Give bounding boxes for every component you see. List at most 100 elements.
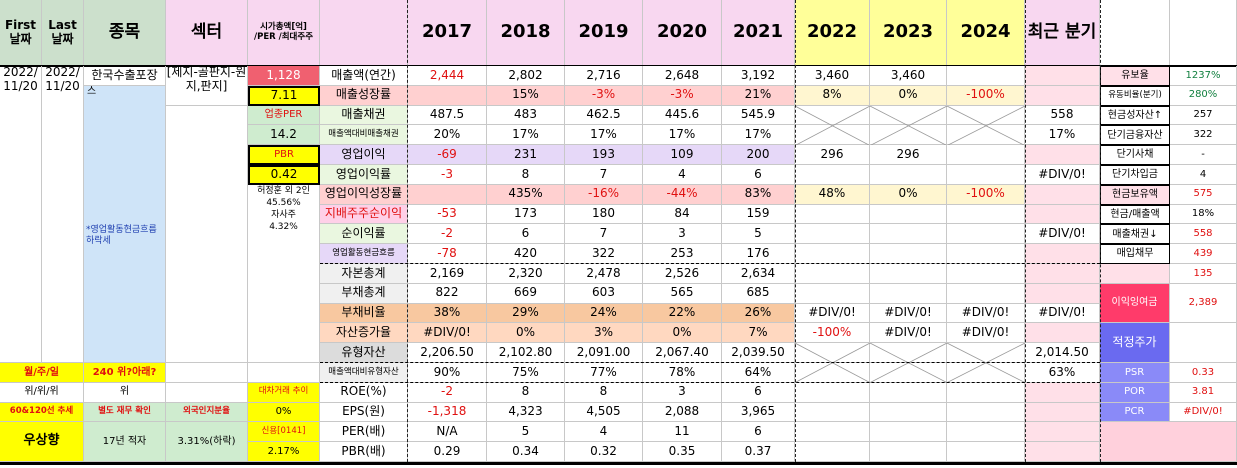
row-value[interactable] [947, 165, 1025, 185]
wi-value[interactable]: 위 [84, 382, 166, 403]
row-value[interactable]: 3,460 [795, 66, 870, 86]
right-value[interactable]: 18% [1170, 204, 1237, 225]
credit-label[interactable]: 신용[0141] [248, 422, 320, 443]
row-value[interactable]: 84 [643, 204, 722, 225]
row-value[interactable]: 822 [408, 283, 487, 304]
row-value[interactable] [870, 264, 947, 284]
sector[interactable]: [제지-골판지-원지,판지] [166, 66, 248, 106]
loan-label[interactable]: 대차거래 추이 [248, 382, 320, 403]
row-value[interactable]: 11 [643, 422, 722, 443]
row-value[interactable] [947, 442, 1025, 462]
ratio-value[interactable]: 0.33 [1170, 363, 1237, 383]
right-value[interactable]: - [1170, 145, 1237, 165]
ratio-value[interactable]: #DIV/0! [1170, 402, 1237, 423]
row-recent[interactable] [1025, 442, 1100, 462]
row-value[interactable]: 48% [795, 184, 870, 205]
row-value[interactable]: 6 [722, 382, 795, 403]
row-value[interactable]: 2,634 [722, 264, 795, 284]
row-recent[interactable]: 17% [1025, 125, 1100, 146]
trend-value[interactable]: 별도 재무 확인 [84, 402, 166, 423]
row-value[interactable]: 78% [643, 363, 722, 383]
row-value[interactable] [947, 204, 1025, 225]
row-value[interactable]: -69 [408, 145, 487, 165]
row-value[interactable] [947, 224, 1025, 245]
row-value[interactable] [947, 125, 1025, 146]
right-value[interactable]: 558 [1170, 224, 1237, 245]
row-value[interactable] [947, 66, 1025, 86]
row-value[interactable]: 3,965 [722, 402, 795, 423]
month-label[interactable]: 월/주/일 [0, 363, 84, 383]
row-value[interactable]: -3% [643, 85, 722, 106]
row-recent[interactable] [1025, 264, 1100, 284]
row-value[interactable]: 3,192 [722, 66, 795, 86]
row-value[interactable]: 64% [722, 363, 795, 383]
row-recent[interactable] [1025, 323, 1100, 344]
row-value[interactable]: #DIV/0! [870, 323, 947, 344]
row-value[interactable]: #DIV/0! [947, 323, 1025, 344]
row-value[interactable]: 420 [487, 244, 565, 264]
row-value[interactable]: 296 [795, 145, 870, 165]
row-value[interactable]: 253 [643, 244, 722, 264]
row-value[interactable] [870, 402, 947, 423]
row-value[interactable] [408, 184, 487, 205]
row-value[interactable] [870, 204, 947, 225]
row-value[interactable]: 7 [565, 224, 643, 245]
row-value[interactable]: 17% [722, 125, 795, 146]
row-value[interactable]: 3% [565, 323, 643, 344]
right-value[interactable]: 4 [1170, 165, 1237, 185]
stock-name[interactable]: 한국수출포장 [84, 66, 166, 86]
row-value[interactable]: -2 [408, 382, 487, 403]
row-value[interactable]: 2,102.80 [487, 343, 565, 363]
row-value[interactable] [795, 244, 870, 264]
row-value[interactable]: 2,478 [565, 264, 643, 284]
ratio-value[interactable]: 3.81 [1170, 382, 1237, 403]
row-value[interactable]: 2,169 [408, 264, 487, 284]
row-value[interactable]: 4 [643, 165, 722, 185]
right-value[interactable]: 257 [1170, 105, 1237, 126]
row-value[interactable] [870, 382, 947, 403]
row-value[interactable]: 0.29 [408, 442, 487, 462]
row-recent[interactable] [1025, 422, 1100, 443]
row-value[interactable]: 29% [487, 303, 565, 324]
row-value[interactable]: 669 [487, 283, 565, 304]
row-value[interactable]: 0.34 [487, 442, 565, 462]
row-value[interactable] [795, 264, 870, 284]
row-value[interactable]: 322 [565, 244, 643, 264]
row-value[interactable]: 173 [487, 204, 565, 225]
right-value[interactable]: 280% [1170, 85, 1237, 106]
row-value[interactable]: 193 [565, 145, 643, 165]
row-value[interactable]: 8 [487, 382, 565, 403]
row-value[interactable]: N/A [408, 422, 487, 443]
row-value[interactable]: 109 [643, 145, 722, 165]
row-value[interactable]: 20% [408, 125, 487, 146]
row-recent[interactable]: #DIV/0! [1025, 165, 1100, 185]
fair-price-value[interactable] [1170, 323, 1237, 363]
row-value[interactable]: 90% [408, 363, 487, 383]
row-value[interactable] [795, 125, 870, 146]
month-blank2[interactable] [248, 363, 320, 383]
row-value[interactable]: 2,091.00 [565, 343, 643, 363]
wi-blank[interactable] [166, 382, 248, 403]
row-recent[interactable]: 2,014.50 [1025, 343, 1100, 363]
row-value[interactable]: 17% [565, 125, 643, 146]
upward[interactable]: 우상향 [0, 422, 84, 462]
row-value[interactable]: 22% [643, 303, 722, 324]
row-value[interactable]: 3 [643, 382, 722, 403]
row-value[interactable] [947, 382, 1025, 403]
row-value[interactable]: 2,444 [408, 66, 487, 86]
sector-per[interactable]: 14.2 [248, 125, 320, 146]
market-cap[interactable]: 1,128 [248, 66, 320, 86]
row-value[interactable]: 8 [565, 382, 643, 403]
row-value[interactable] [795, 224, 870, 245]
row-value[interactable]: 159 [722, 204, 795, 225]
row-value[interactable]: 26% [722, 303, 795, 324]
row-value[interactable] [795, 402, 870, 423]
row-value[interactable] [795, 442, 870, 462]
row-value[interactable] [795, 204, 870, 225]
credit-value[interactable]: 2.17% [248, 442, 320, 462]
row-value[interactable]: -3% [565, 85, 643, 106]
row-value[interactable]: 176 [722, 244, 795, 264]
row-value[interactable]: -53 [408, 204, 487, 225]
row-recent[interactable]: 63% [1025, 363, 1100, 383]
row-value[interactable] [947, 105, 1025, 126]
